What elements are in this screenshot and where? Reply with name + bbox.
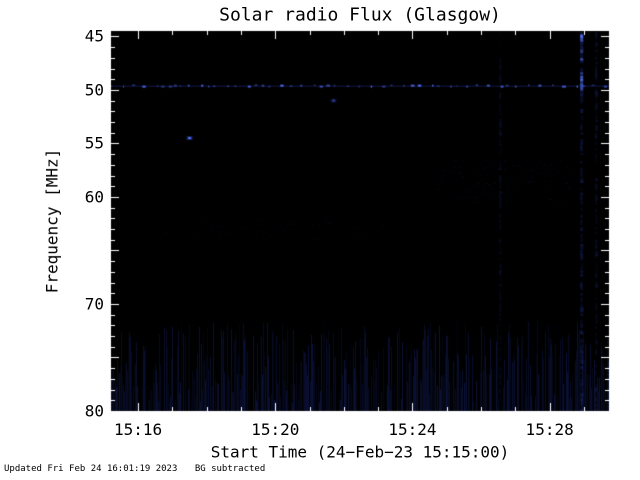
status-footer: Updated Fri Feb 24 16:01:19 2023 BG subt… xyxy=(4,464,265,474)
updated-timestamp: Updated Fri Feb 24 16:01:19 2023 xyxy=(4,464,178,474)
y-axis-label: Frequency [MHz] xyxy=(42,148,62,294)
chart-title: Solar radio Flux (Glasgow) xyxy=(219,4,501,26)
x-axis-label: Start Time (24−Feb−23 15:15:00) xyxy=(210,442,510,462)
bg-subtracted-note: BG subtracted xyxy=(194,464,266,474)
